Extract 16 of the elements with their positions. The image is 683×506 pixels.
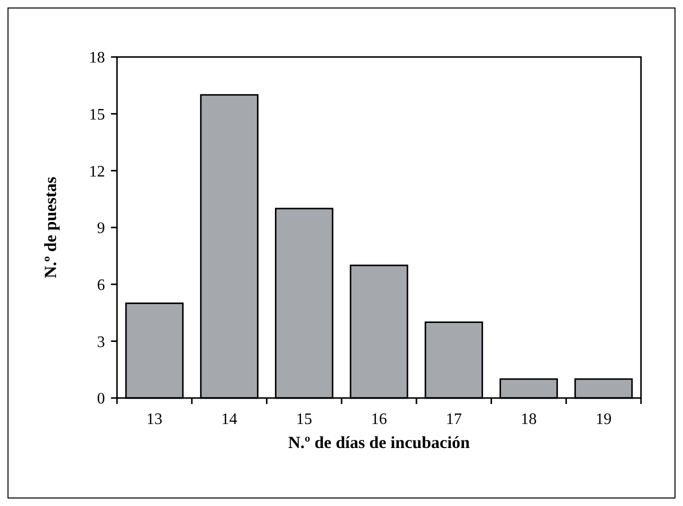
x-tick-label: 17 [446, 411, 462, 428]
y-tick-label: 0 [97, 390, 105, 408]
y-tick-label: 12 [89, 163, 105, 180]
x-tick-label: 18 [520, 411, 537, 428]
y-tick-label: 6 [97, 276, 105, 294]
y-tick-label: 15 [89, 106, 105, 124]
x-tick-label: 15 [296, 411, 312, 428]
y-axis-title: N.º de puestas [41, 176, 60, 278]
x-tick-label: 16 [371, 411, 387, 428]
x-tick-label: 14 [221, 411, 238, 428]
x-tick-label: 13 [146, 411, 162, 428]
x-tick-label: 19 [596, 411, 612, 428]
y-tick-label: 18 [89, 50, 105, 67]
y-tick-label: 3 [97, 334, 105, 351]
y-tick-label: 9 [97, 220, 105, 238]
x-axis-title: N.º de días de incubación [288, 433, 470, 452]
